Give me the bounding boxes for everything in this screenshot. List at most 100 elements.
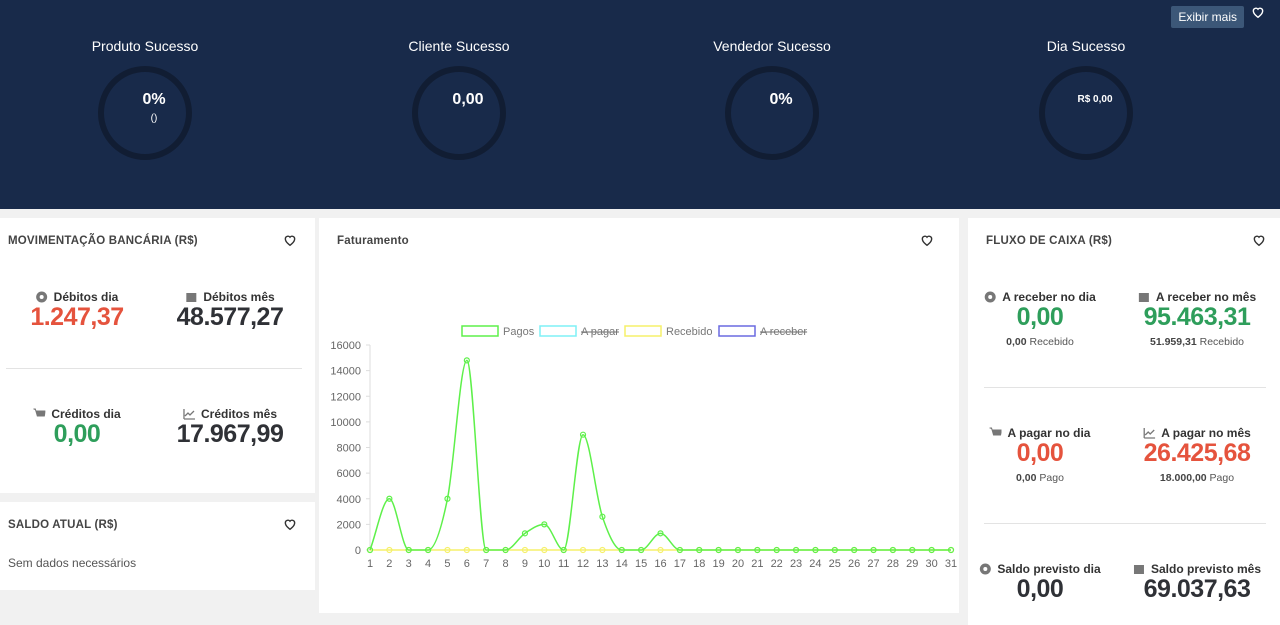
data-point xyxy=(444,495,451,502)
gauge-sub: () xyxy=(150,113,158,124)
data-point xyxy=(579,546,587,554)
panel-title: FLUXO DE CAIXA (R$) xyxy=(986,235,1113,247)
x-tick-label: 28 xyxy=(887,558,899,570)
x-tick-label: 25 xyxy=(829,558,841,570)
data-point xyxy=(599,546,606,554)
legend-swatch xyxy=(718,325,756,337)
favorite-icon[interactable] xyxy=(1251,5,1265,19)
stat-icon xyxy=(1138,293,1149,302)
gauge-ring xyxy=(412,66,506,160)
x-tick-label: 15 xyxy=(635,558,647,570)
stat-icon xyxy=(984,291,996,303)
divider xyxy=(984,387,1266,388)
favorite-icon[interactable] xyxy=(283,233,297,247)
data-point xyxy=(599,513,606,520)
stat-label-text: A receber no dia xyxy=(1002,290,1096,304)
x-tick-label: 22 xyxy=(771,558,783,570)
x-tick-label: 12 xyxy=(577,558,589,570)
data-point xyxy=(483,546,490,554)
x-tick-label: 3 xyxy=(406,558,412,570)
stat-label: Débitos mês xyxy=(185,290,275,304)
x-tick-label: 17 xyxy=(674,558,686,570)
stat-value: 26.425,68 xyxy=(1143,439,1251,467)
data-point xyxy=(386,546,393,554)
data-point xyxy=(463,357,470,364)
panel-title: SALDO ATUAL (R$) xyxy=(8,519,118,531)
data-point xyxy=(502,546,509,554)
legend-label: A pagar xyxy=(581,326,619,338)
stat-icon xyxy=(1143,428,1156,439)
stat-icon xyxy=(186,293,197,302)
stat-value: 17.967,99 xyxy=(176,420,284,448)
legend-label: Recebido xyxy=(666,326,712,338)
stat-value: 69.037,63 xyxy=(1143,575,1251,603)
stat-label: Débitos dia xyxy=(36,290,119,304)
sub-label: Pago xyxy=(1209,472,1235,484)
chart-title: Faturamento xyxy=(337,235,409,247)
divider xyxy=(984,523,1266,524)
stat-label-text: A receber no mês xyxy=(1155,290,1257,304)
x-tick-label: 26 xyxy=(848,558,860,570)
y-tick-label: 4000 xyxy=(337,494,361,506)
show-more-button[interactable]: Exibir mais xyxy=(1171,6,1244,28)
data-point xyxy=(579,431,587,438)
sub-value: 51.959,31 xyxy=(1149,336,1197,348)
data-point xyxy=(734,546,742,554)
stat-label: Créditos mês xyxy=(183,407,277,421)
empty-message: Sem dados necessários xyxy=(8,556,137,570)
legend-label: Pagos xyxy=(503,326,535,338)
gauge-ring xyxy=(1039,66,1133,160)
x-tick-label: 11 xyxy=(558,558,569,570)
favorite-icon[interactable] xyxy=(1252,233,1266,247)
x-tick-label: 23 xyxy=(790,558,802,570)
stat-icon xyxy=(33,408,46,417)
x-tick-label: 8 xyxy=(503,558,509,570)
stat-sub: 18.000,00 Pago xyxy=(1160,472,1234,484)
stat-label: A receber no mês xyxy=(1138,290,1256,304)
chart-panel: Faturamento xyxy=(319,218,959,613)
gauge xyxy=(725,66,819,160)
legend-swatch xyxy=(461,325,499,337)
stat-icon xyxy=(989,427,1002,436)
gauge xyxy=(412,66,506,160)
stat-value: 48.577,27 xyxy=(176,303,284,331)
y-tick-label: 12000 xyxy=(330,391,361,403)
data-point xyxy=(657,530,664,537)
stat-label-text: Saldo previsto mês xyxy=(1150,562,1262,576)
data-point xyxy=(405,546,412,554)
x-tick-label: 18 xyxy=(693,558,705,570)
stat-label-text: Débitos dia xyxy=(53,290,119,304)
stat-value: 0,00 xyxy=(1016,439,1064,467)
sub-label: Recebido xyxy=(1029,336,1074,348)
gauge-ring xyxy=(725,66,819,160)
x-tick-label: 4 xyxy=(425,558,431,570)
x-tick-label: 9 xyxy=(522,558,528,570)
stat-icon xyxy=(979,563,991,575)
sub-label: Recebido xyxy=(1199,336,1245,348)
gauge xyxy=(98,66,192,160)
bank-panel: MOVIMENTAÇÃO BANCÁRIA (R$) Débitos dia 1.… xyxy=(0,218,315,493)
stat-label: A pagar no dia xyxy=(989,426,1090,440)
x-tick-label: 14 xyxy=(616,558,628,570)
stat-label-text: Créditos dia xyxy=(51,407,121,421)
data-point xyxy=(676,546,683,554)
x-tick-label: 16 xyxy=(654,558,666,570)
y-tick-label: 10000 xyxy=(330,417,361,429)
cashflow-panel: FLUXO DE CAIXA (R$) A receber no dia 0,00… xyxy=(968,218,1280,625)
stat-label-text: Saldo previsto dia xyxy=(997,562,1101,576)
x-tick-label: 20 xyxy=(732,558,744,570)
data-point xyxy=(463,546,470,554)
y-tick-label: 8000 xyxy=(337,443,361,455)
gauge-value: R$ 0,00 xyxy=(1077,94,1113,105)
x-tick-label: 5 xyxy=(444,558,450,570)
gauge-ring xyxy=(98,66,192,160)
divider xyxy=(6,368,302,369)
stat-icon xyxy=(1133,565,1144,574)
data-point xyxy=(928,546,935,554)
x-tick-label: 7 xyxy=(483,558,489,570)
legend-swatch xyxy=(539,325,577,337)
favorite-icon[interactable] xyxy=(283,517,297,531)
favorite-icon[interactable] xyxy=(920,233,934,247)
data-point xyxy=(851,546,858,554)
